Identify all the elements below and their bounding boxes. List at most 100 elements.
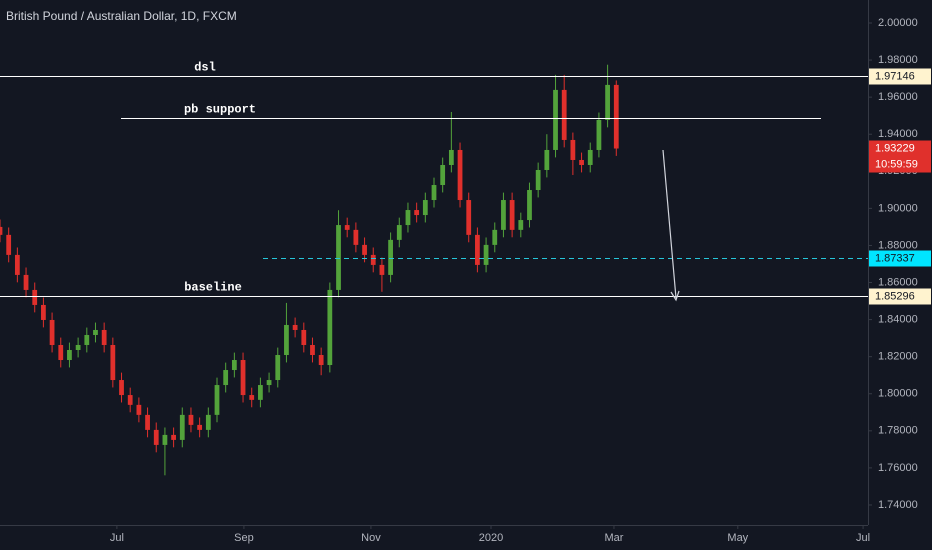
candle-body — [145, 414, 150, 430]
arrow — [662, 149, 677, 299]
candle-body — [362, 244, 367, 255]
price-tag-label: 1.85296 — [875, 290, 915, 302]
candle-body — [266, 380, 272, 386]
candle-body — [579, 159, 584, 165]
price-tag — [869, 288, 931, 305]
candle-body — [475, 234, 480, 265]
candle-body — [0, 226, 3, 235]
y-tick-label: 1.80000 — [878, 388, 918, 400]
y-tick-label: 1.76000 — [878, 462, 918, 474]
last-price-tag — [869, 140, 931, 173]
y-tick-label: 1.74000 — [878, 499, 918, 511]
candle-body — [23, 274, 29, 290]
candle-body — [379, 264, 385, 275]
candle-body — [388, 239, 393, 275]
line-label: dsl — [194, 61, 216, 75]
chart-title: British Pound / Australian Dollar, 1D, F… — [6, 9, 237, 23]
candle-body — [483, 244, 489, 265]
x-tick-label: Mar — [604, 532, 623, 544]
candle-body — [518, 220, 524, 230]
candle-body — [440, 164, 446, 186]
candle-body — [205, 414, 211, 430]
candle-body — [396, 225, 402, 240]
candle-body — [605, 84, 610, 120]
candle-body — [188, 414, 194, 425]
candle-body — [231, 360, 237, 371]
line-label: baseline — [184, 281, 242, 295]
y-tick-label: 2.00000 — [878, 17, 918, 29]
candle-body — [214, 385, 220, 415]
candle-body — [179, 414, 185, 440]
candle-body — [32, 289, 38, 305]
x-tick-label: Jul — [856, 532, 870, 544]
candle-body — [422, 200, 428, 216]
candle-body — [284, 324, 289, 356]
price-tag — [869, 250, 931, 267]
y-tick-label: 1.98000 — [878, 54, 918, 66]
candle-body — [41, 304, 46, 320]
candle-body — [344, 225, 350, 230]
x-tick-label: Sep — [234, 532, 254, 544]
candle-body — [327, 289, 333, 366]
x-tick-label: May — [727, 532, 748, 544]
candle-body — [67, 350, 72, 361]
candle-body — [14, 254, 20, 275]
candle-body — [613, 84, 619, 149]
candle-body — [431, 185, 437, 201]
y-tick-label: 1.94000 — [878, 128, 918, 140]
candle-body — [49, 319, 55, 345]
candle-body — [527, 190, 532, 221]
candle-body — [153, 429, 159, 445]
x-tick-label: Jul — [110, 532, 124, 544]
y-tick-label: 1.84000 — [878, 314, 918, 326]
candle-body — [258, 385, 263, 400]
price-tag — [869, 68, 931, 85]
y-tick-label: 1.90000 — [878, 202, 918, 214]
candle-body — [544, 149, 550, 170]
candle-body — [553, 89, 558, 150]
last-price-label: 1.93229 — [875, 142, 915, 154]
candle-body — [127, 395, 133, 405]
candle-body — [535, 169, 541, 191]
candle-body — [197, 424, 203, 430]
candle-body — [301, 329, 307, 345]
candle-body — [84, 334, 90, 345]
candle-body — [457, 149, 463, 201]
candle-body — [561, 89, 567, 140]
countdown-label: 10:59:59 — [875, 158, 918, 170]
candle-body — [101, 329, 107, 345]
candle-body — [466, 200, 472, 235]
line-label: pb support — [184, 103, 256, 117]
candle-body — [292, 324, 298, 330]
candle-body — [596, 119, 602, 150]
candle-body — [240, 360, 246, 396]
candle-body — [75, 344, 81, 350]
y-tick-label: 1.88000 — [878, 239, 918, 251]
y-tick-label: 1.96000 — [878, 91, 918, 103]
candle-body — [448, 149, 454, 165]
candle-body — [492, 229, 498, 245]
candle-body — [110, 344, 116, 381]
candle-body — [119, 380, 124, 396]
candle-body — [509, 200, 515, 230]
candle-body — [414, 210, 420, 216]
candle-body — [58, 344, 64, 361]
candle-body — [275, 355, 281, 381]
candle-body — [318, 355, 324, 366]
candle-body — [249, 395, 255, 400]
candle-body — [93, 329, 98, 335]
candle-body — [587, 149, 593, 165]
candle-body — [171, 434, 176, 440]
candle-body — [136, 404, 142, 415]
candle-body — [570, 139, 576, 160]
candle-body — [501, 200, 506, 230]
price-tag-label: 1.97146 — [875, 70, 915, 82]
candle-body — [336, 225, 341, 290]
price-tag-label: 1.87337 — [875, 252, 915, 264]
candle-body — [310, 344, 315, 356]
candle-body — [405, 210, 411, 226]
x-tick-label: Nov — [361, 532, 381, 544]
arrow-head — [670, 290, 680, 302]
